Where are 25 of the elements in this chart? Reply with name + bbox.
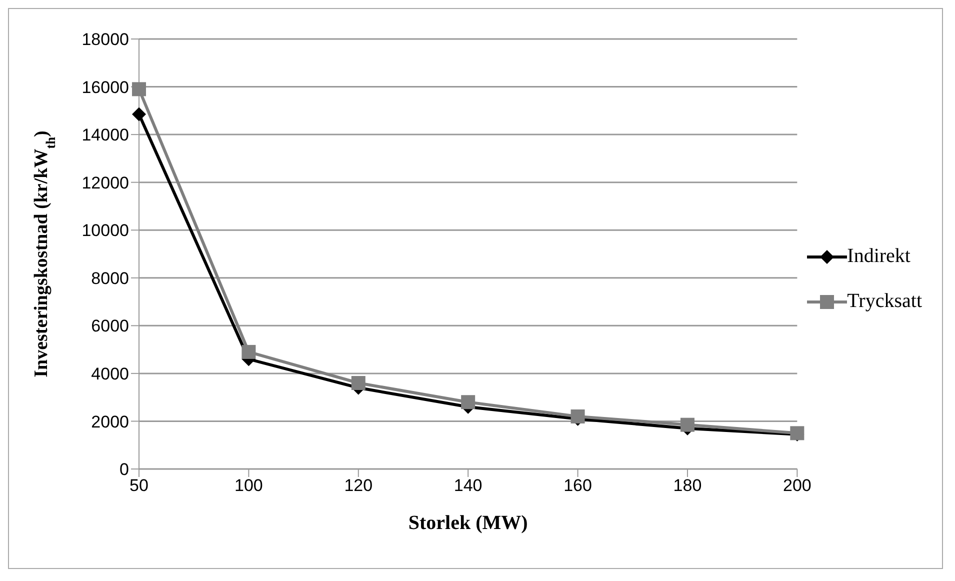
y-tick-label: 0 — [120, 460, 129, 480]
y-tick-label: 16000 — [82, 78, 129, 97]
y-tick-label: 14000 — [82, 126, 129, 145]
legend-label: Trycksatt — [847, 290, 922, 313]
point — [351, 376, 366, 390]
legend-label: Indirekt — [847, 245, 910, 268]
x-tick-label: 180 — [673, 476, 702, 496]
y-tick-label: 2000 — [91, 412, 129, 432]
point — [570, 409, 585, 424]
point — [132, 107, 146, 122]
point — [461, 395, 476, 410]
y-tick-label: 4000 — [91, 364, 129, 384]
point — [242, 344, 256, 359]
x-axis-title: Storlek (MW) — [408, 512, 528, 534]
y-tick-label: 12000 — [82, 173, 129, 192]
y-tick-label: 8000 — [91, 268, 129, 288]
x-tick-label: 200 — [782, 476, 812, 496]
x-tick-label: 140 — [454, 476, 482, 496]
x-tick-label: 160 — [564, 476, 592, 496]
x-tick-label: 120 — [344, 476, 373, 496]
y-tick-label: 10000 — [82, 221, 129, 240]
x-tick-label: 100 — [234, 476, 263, 496]
y-tick-label: 6000 — [91, 316, 129, 336]
x-tick-label: 50 — [130, 476, 148, 496]
y-tick-label: 18000 — [82, 30, 129, 50]
